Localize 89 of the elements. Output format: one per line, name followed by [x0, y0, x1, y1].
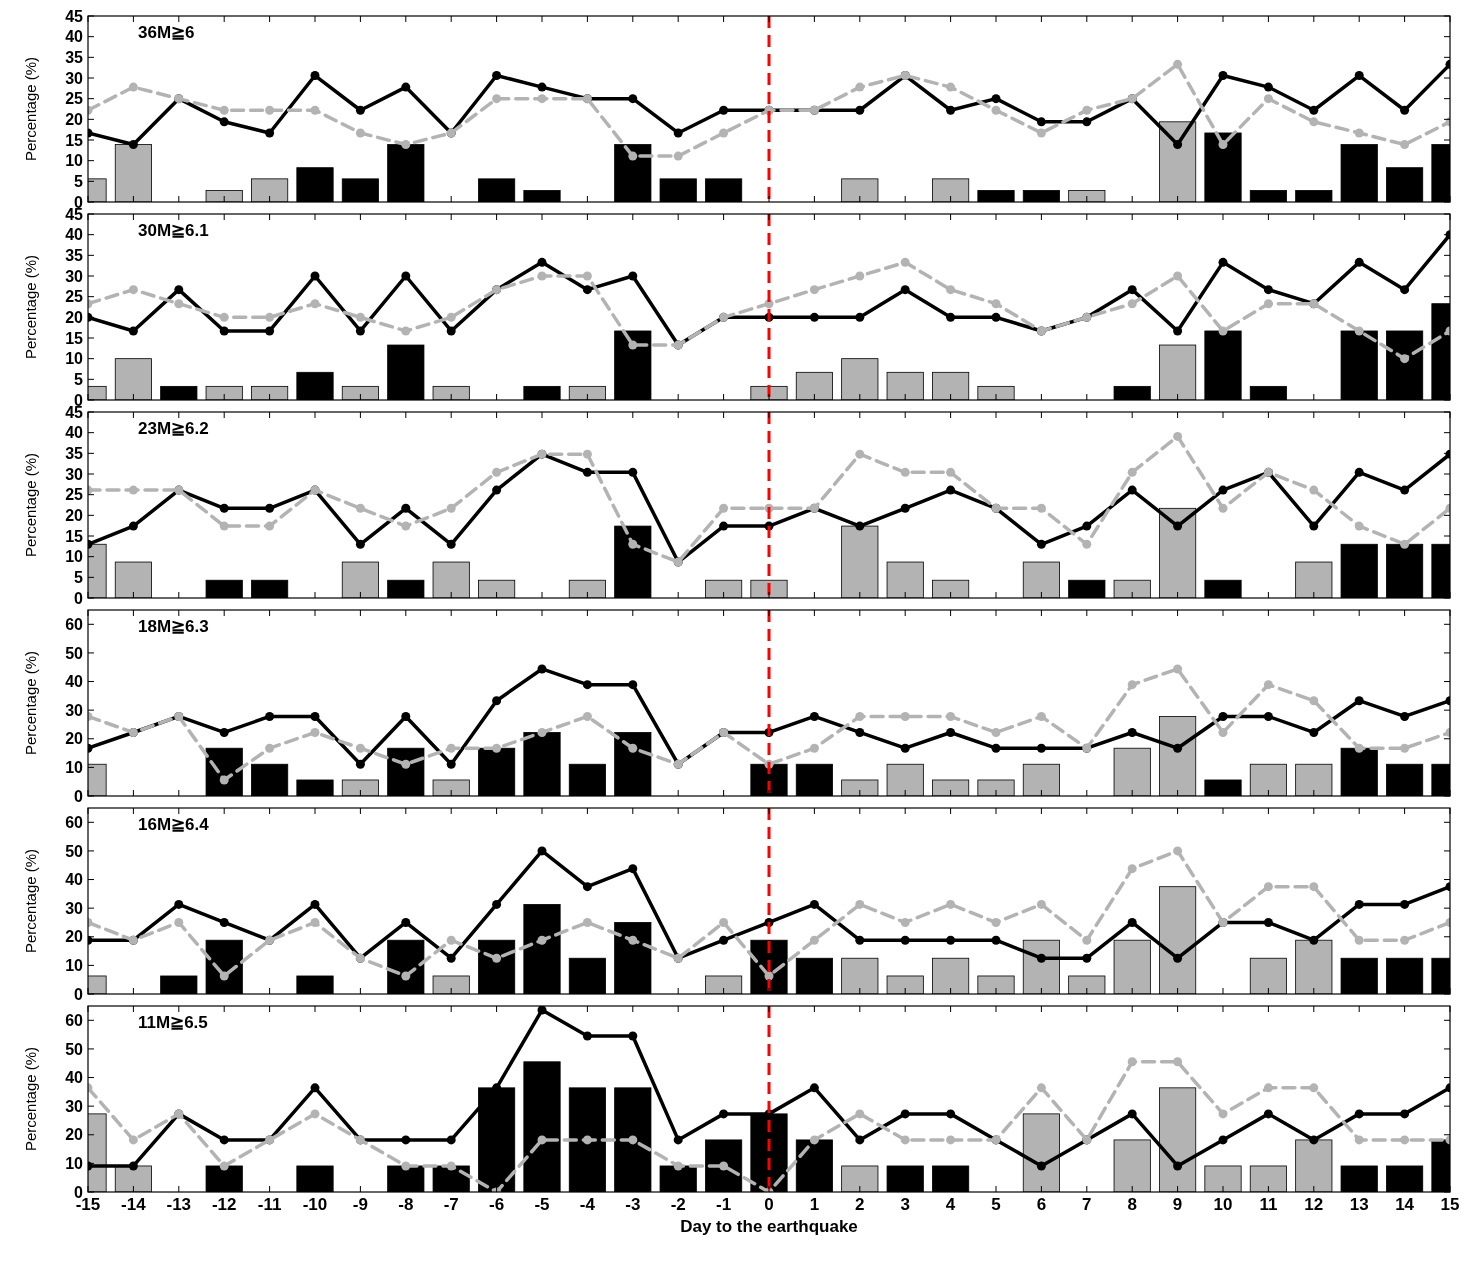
- y-tick-label: 0: [74, 787, 84, 805]
- x-tick-label: -1: [716, 1195, 732, 1214]
- y-axis-title: Percentage (%): [22, 1046, 39, 1152]
- annotation: 18M≧6.3: [138, 617, 209, 636]
- y-tick-label: 40: [65, 871, 84, 889]
- x-tick-label: 4: [945, 1195, 956, 1214]
- y-tick-label: 60: [65, 615, 84, 633]
- y-tick-label: 20: [65, 110, 84, 128]
- y-tick-label: 60: [65, 1011, 84, 1029]
- x-tick-label: -7: [443, 1195, 459, 1214]
- x-tick-label: -12: [211, 1195, 237, 1214]
- x-tick-label: 5: [991, 1195, 1001, 1214]
- y-axis-title: Percentage (%): [22, 56, 39, 162]
- y-tick-label: 0: [74, 985, 84, 1003]
- y-tick-label: 35: [65, 246, 84, 264]
- x-tick-label: 15: [1440, 1195, 1460, 1214]
- y-tick-label: 10: [65, 1154, 84, 1172]
- y-tick-label: 60: [65, 813, 84, 831]
- y-tick-label: 40: [65, 1069, 84, 1087]
- x-tick-label: 12: [1304, 1195, 1324, 1214]
- x-tick-label: -10: [302, 1195, 328, 1214]
- x-tick-label: -2: [670, 1195, 686, 1214]
- y-tick-label: 20: [65, 1126, 84, 1144]
- x-tick-label: -11: [257, 1195, 282, 1214]
- annotation: 30M≧6.1: [138, 221, 209, 240]
- annotation: 23M≧6.2: [138, 419, 209, 438]
- x-tick-label: -9: [352, 1195, 368, 1214]
- x-tick-label: 7: [1082, 1195, 1092, 1214]
- y-tick-label: 20: [65, 730, 84, 748]
- x-tick-label: -8: [398, 1195, 414, 1214]
- x-tick-label: -3: [625, 1195, 641, 1214]
- x-tick-label: 10: [1213, 1195, 1233, 1214]
- y-tick-label: 30: [65, 1097, 84, 1115]
- y-tick-label: 20: [65, 928, 84, 946]
- y-axis-title: Percentage (%): [22, 452, 39, 558]
- y-tick-label: 5: [74, 568, 84, 586]
- x-tick-label: 1: [809, 1195, 820, 1214]
- y-tick-label: 30: [65, 701, 84, 719]
- x-tick-label: 3: [900, 1195, 910, 1214]
- y-tick-label: 20: [65, 506, 84, 524]
- x-tick-label: 6: [1036, 1195, 1047, 1214]
- y-tick-label: 0: [74, 589, 84, 607]
- y-tick-label: 20: [65, 308, 84, 326]
- x-tick-label: 0: [764, 1195, 774, 1214]
- x-tick-label: 8: [1127, 1195, 1137, 1214]
- y-tick-label: 5: [74, 172, 84, 190]
- y-tick-label: 15: [65, 131, 84, 149]
- y-tick-label: 40: [65, 226, 84, 244]
- y-tick-label: 50: [65, 842, 84, 860]
- x-tick-label: -4: [579, 1195, 596, 1214]
- x-tick-label: 9: [1172, 1195, 1183, 1214]
- y-axis-title: Percentage (%): [22, 848, 39, 954]
- x-tick-label: -14: [121, 1195, 147, 1214]
- y-tick-label: 25: [65, 90, 84, 108]
- y-axis-title: Percentage (%): [22, 254, 39, 360]
- y-tick-label: 50: [65, 1040, 84, 1058]
- y-tick-label: 15: [65, 329, 84, 347]
- annotation: 11M≧6.5: [138, 1013, 208, 1032]
- x-tick-label: 13: [1349, 1195, 1369, 1214]
- y-tick-label: 30: [65, 465, 84, 483]
- y-tick-label: 25: [65, 486, 84, 504]
- x-tick-label: -6: [489, 1195, 505, 1214]
- y-tick-label: 30: [65, 267, 84, 285]
- y-tick-label: 35: [65, 444, 84, 462]
- annotation: 36M≧6: [138, 23, 195, 42]
- x-tick-label: 14: [1395, 1195, 1415, 1214]
- annotation: 16M≧6.4: [138, 815, 210, 834]
- x-tick-label: -5: [534, 1195, 550, 1214]
- y-tick-label: 50: [65, 644, 84, 662]
- y-tick-label: 10: [65, 956, 84, 974]
- x-tick-label: 2: [855, 1195, 865, 1214]
- y-tick-label: 30: [65, 69, 84, 87]
- y-tick-label: 45: [65, 7, 84, 25]
- y-tick-label: 15: [65, 527, 84, 545]
- y-tick-label: 10: [65, 152, 84, 170]
- y-tick-label: 25: [65, 288, 84, 306]
- y-tick-label: 30: [65, 899, 84, 917]
- x-tick-label: -13: [166, 1195, 192, 1214]
- y-tick-label: 5: [74, 370, 84, 388]
- y-tick-label: 40: [65, 673, 84, 691]
- y-tick-label: 10: [65, 350, 84, 368]
- x-axis-title: Day to the earthquake: [680, 1217, 858, 1236]
- y-tick-label: 40: [65, 28, 84, 46]
- y-tick-label: 40: [65, 424, 84, 442]
- y-axis-title: Percentage (%): [22, 650, 39, 756]
- y-tick-label: 35: [65, 48, 84, 66]
- x-tick-label: 11: [1259, 1195, 1278, 1214]
- y-tick-label: 10: [65, 548, 84, 566]
- y-tick-label: 10: [65, 758, 84, 776]
